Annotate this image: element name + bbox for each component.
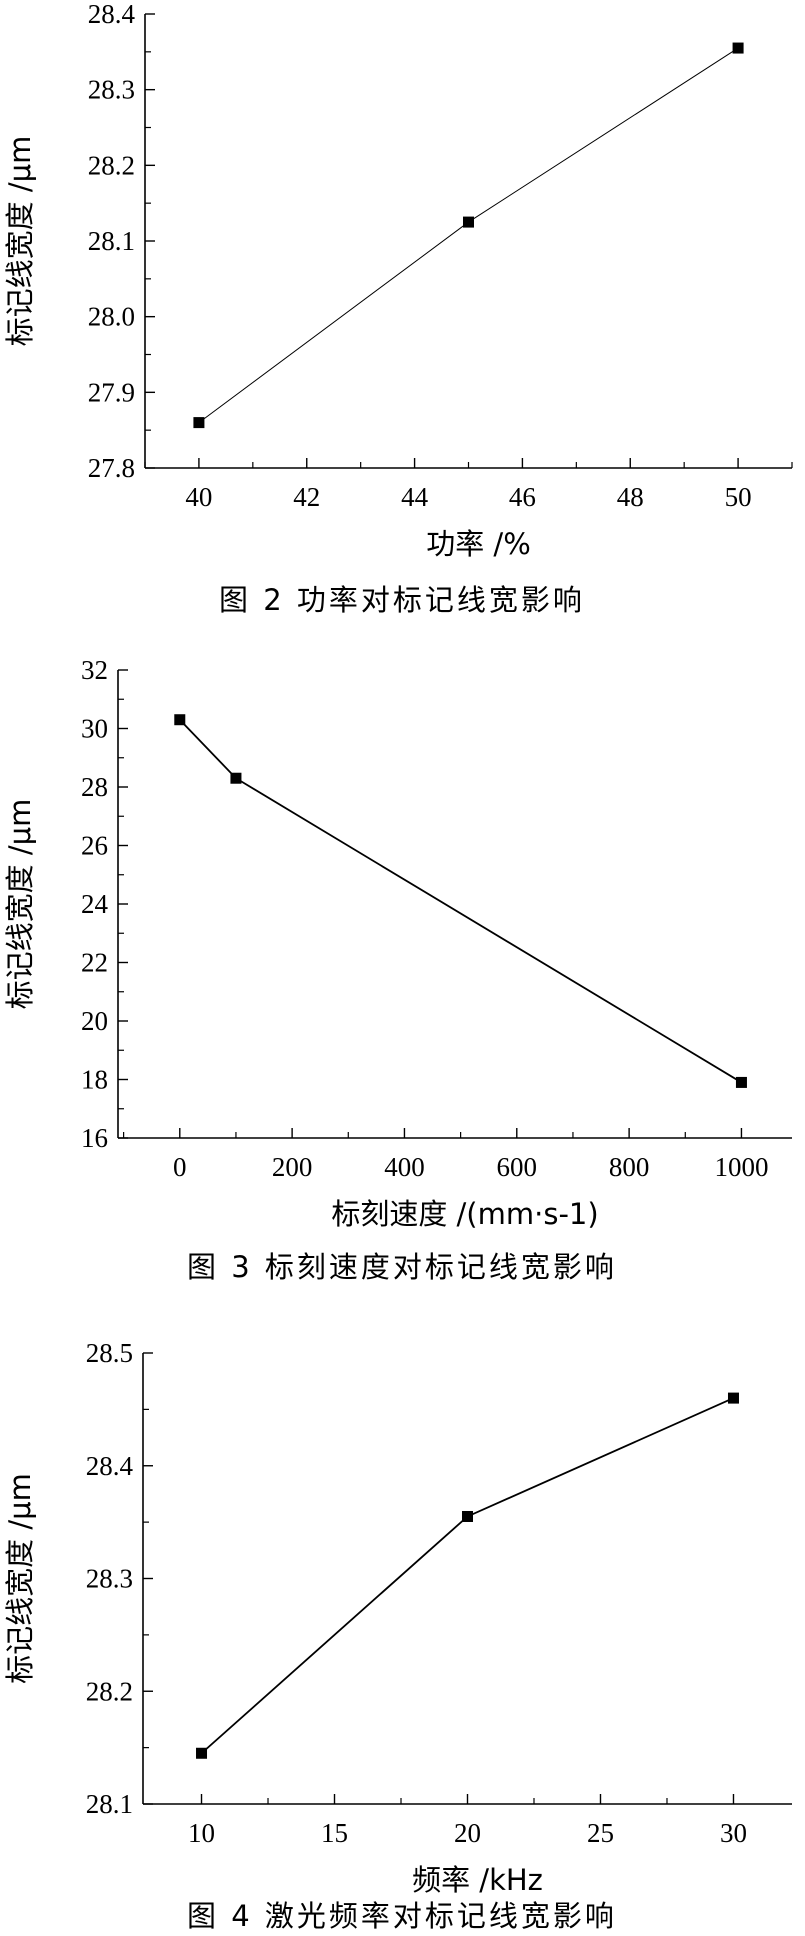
chart-2-y-tick-label: 28.1 — [86, 1789, 133, 1819]
chart-1-x-tick-label: 600 — [497, 1152, 538, 1182]
chart-1-y-axis-title: 标记线宽度 /μm — [3, 799, 37, 1010]
chart-0-x-tick-label: 50 — [725, 482, 752, 512]
chart-2-x-tick-label: 10 — [188, 1818, 215, 1848]
chart-1-x-tick-label: 800 — [609, 1152, 650, 1182]
chart-2-x-tick-label: 20 — [454, 1818, 481, 1848]
chart-0-data-point — [463, 216, 474, 228]
chart-2-series-line — [200, 1397, 734, 1754]
chart-0-y-tick-label: 28.0 — [88, 302, 135, 332]
chart-0-series-line — [198, 47, 739, 424]
chart-2-x-axis-title: 频率 /kHz — [412, 1863, 543, 1897]
chart-1-x-tick-label: 1000 — [714, 1152, 768, 1182]
chart-0-x-tick-label: 40 — [185, 482, 212, 512]
chart-0-y-tick-label: 27.8 — [88, 453, 135, 483]
chart-2-figure-caption: 图 4 激光频率对标记线宽影响 — [187, 1899, 617, 1933]
chart-0-data-point — [193, 417, 205, 429]
chart-1-y-tick-label: 28 — [81, 772, 108, 802]
chart-1-y-tick-label: 24 — [81, 889, 109, 919]
chart-frequency: 28.1 28.2 28.3 28.4 28.5 10 15 20 25 30 频率 /kHz 标记线… — [3, 1338, 792, 1933]
chart-1-y-tick-label: 20 — [81, 1006, 108, 1036]
chart-2-y-tick-label: 28.2 — [86, 1676, 133, 1706]
chart-0-y-tick-label: 27.9 — [88, 377, 135, 407]
chart-2-x-tick-label: 30 — [720, 1818, 747, 1848]
chart-2-x-tick-label: 25 — [587, 1818, 614, 1848]
chart-2-data-point — [196, 1747, 208, 1759]
chart-1-y-tick-label: 32 — [81, 655, 108, 685]
chart-2-y-tick-label: 28.3 — [86, 1564, 133, 1594]
chart-0-y-axis-title: 标记线宽度 /μm — [3, 136, 37, 347]
chart-speed: 16 18 20 22 24 26 28 30 32 0 200 400 600 800 1000 标刻速度 … — [3, 655, 792, 1284]
chart-2-x-tick-label: 15 — [321, 1818, 348, 1848]
chart-0-figure-caption: 图 2 功率对标记线宽影响 — [219, 583, 585, 617]
chart-1-x-tick-label: 200 — [272, 1152, 313, 1182]
chart-0-y-tick-label: 28.2 — [88, 150, 135, 180]
chart-0-y-tick-label: 28.4 — [88, 0, 136, 29]
chart-0-data-point — [732, 42, 744, 54]
chart-2-data-point — [462, 1510, 473, 1522]
chart-power: 27.8 27.9 28.0 28.1 28.2 28.3 28.4 40 42 44 46 48 50… — [3, 0, 793, 617]
chart-1-x-axis-title: 标刻速度 /(mm·s-1) — [331, 1197, 598, 1231]
chart-1-y-tick-label: 18 — [81, 1065, 108, 1095]
chart-1-y-tick-label: 22 — [81, 948, 108, 978]
chart-2-y-tick-label: 28.4 — [86, 1451, 134, 1481]
chart-2-y-tick-label: 28.5 — [86, 1338, 133, 1368]
chart-1-data-point — [735, 1076, 747, 1088]
chart-0-x-tick-label: 48 — [617, 482, 644, 512]
chart-0-x-tick-label: 46 — [509, 482, 536, 512]
chart-0-x-axis-title: 功率 /% — [426, 527, 531, 561]
chart-1-y-tick-label: 26 — [81, 831, 108, 861]
chart-1-figure-caption: 图 3 标刻速度对标记线宽影响 — [187, 1250, 617, 1284]
chart-1-data-point — [174, 714, 186, 726]
chart-0-y-tick-label: 28.3 — [88, 75, 135, 105]
chart-0-x-tick-label: 44 — [401, 482, 429, 512]
chart-1-x-tick-label: 400 — [384, 1152, 425, 1182]
chart-2-data-point — [727, 1392, 739, 1404]
chart-1-x-tick-label: 0 — [173, 1152, 187, 1182]
chart-0-x-tick-label: 42 — [293, 482, 320, 512]
chart-1-y-tick-label: 16 — [81, 1123, 108, 1153]
chart-0-y-tick-label: 28.1 — [88, 226, 135, 256]
chart-1-series-line — [179, 719, 742, 1084]
chart-1-data-point — [230, 772, 242, 784]
chart-2-y-axis-title: 标记线宽度 /μm — [3, 1473, 37, 1684]
chart-1-y-tick-label: 30 — [81, 714, 108, 744]
